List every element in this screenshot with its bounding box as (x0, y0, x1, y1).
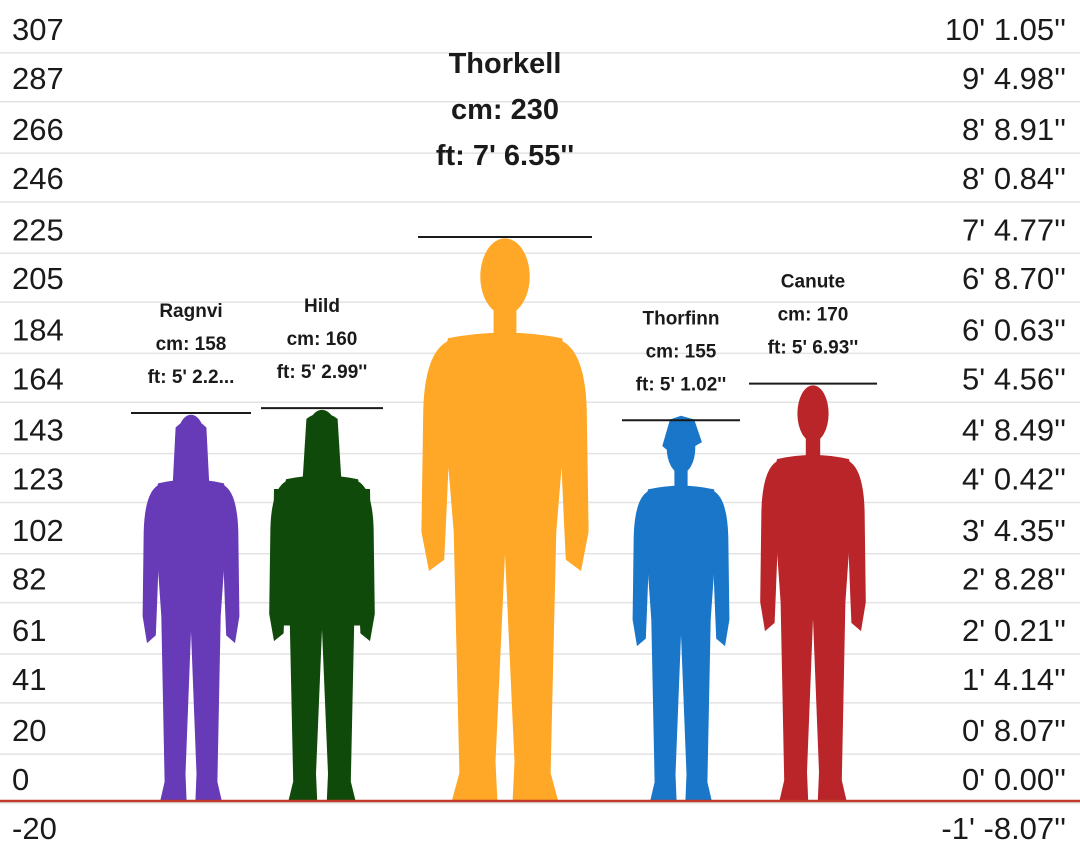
left-tick-label: 123 (12, 461, 64, 496)
right-axis-ft: 10' 1.05'' 9' 4.98'' 8' 8.91'' 8' 0.84'' 7' … (941, 12, 1066, 846)
male-messy-hair-icon (632, 415, 730, 801)
right-tick-label: 7' 4.77'' (962, 212, 1066, 247)
right-tick-label: 4' 8.49'' (962, 413, 1066, 448)
right-tick-label: 5' 4.56'' (962, 361, 1066, 396)
character-name-label: Thorkell (449, 48, 562, 80)
left-tick-label: 82 (12, 562, 46, 597)
male-hands-pockets-icon (760, 385, 866, 801)
character-name-label: Ragnvi (159, 301, 222, 322)
character-ft-label: ft: 5' 2.99'' (277, 362, 368, 383)
right-tick-label: 6' 8.70'' (962, 261, 1066, 296)
character-cm-label: cm: 155 (646, 341, 717, 362)
character-figures (142, 238, 866, 801)
left-tick-label: 184 (12, 312, 64, 347)
character-cm-label: cm: 160 (287, 329, 358, 350)
male-large-icon (421, 238, 589, 801)
left-tick-label: 102 (12, 513, 64, 548)
left-tick-label: 205 (12, 261, 64, 296)
right-tick-label: 9' 4.98'' (962, 61, 1066, 96)
right-tick-label: 3' 4.35'' (962, 513, 1066, 548)
right-tick-label: 8' 0.84'' (962, 161, 1066, 196)
character-labels: Ragnvi cm: 158 ft: 5' 2.2... Hild cm: 160 ft:… (131, 48, 877, 422)
left-tick-label: 287 (12, 61, 64, 96)
right-tick-label: 0' 0.00'' (962, 762, 1066, 797)
left-tick-label: -20 (12, 811, 57, 846)
character-ft-label: ft: 5' 1.02'' (636, 374, 727, 395)
right-tick-label: 1' 4.14'' (962, 662, 1066, 697)
left-tick-label: 143 (12, 413, 64, 448)
character-ft-label: ft: 5' 2.2... (148, 367, 235, 388)
right-tick-label: 10' 1.05'' (945, 12, 1066, 47)
character-ft-label: ft: 7' 6.55'' (436, 140, 574, 172)
left-tick-label: 0 (12, 762, 29, 797)
left-tick-label: 266 (12, 112, 64, 147)
left-tick-label: 41 (12, 662, 46, 697)
left-axis-cm: 307 287 266 246 225 205 184 164 143 123 102 82 61 41 2… (12, 12, 64, 846)
right-tick-label: 2' 8.28'' (962, 562, 1066, 597)
right-tick-label: 2' 0.21'' (962, 613, 1066, 648)
female-long-coat-icon (269, 409, 375, 801)
character-cm-label: cm: 158 (156, 334, 227, 355)
left-tick-label: 61 (12, 613, 46, 648)
right-tick-label: -1' -8.07'' (941, 811, 1066, 846)
right-tick-label: 4' 0.42'' (962, 461, 1066, 496)
character-name-label: Canute (781, 272, 845, 293)
left-tick-label: 246 (12, 161, 64, 196)
female-long-hair-icon (142, 414, 240, 801)
right-tick-label: 8' 8.91'' (962, 112, 1066, 147)
character-name-label: Thorfinn (642, 308, 719, 329)
character-cm-label: cm: 230 (451, 94, 559, 126)
character-name-label: Hild (304, 296, 340, 317)
left-tick-label: 225 (12, 212, 64, 247)
character-cm-label: cm: 170 (778, 305, 849, 326)
right-tick-label: 0' 8.07'' (962, 713, 1066, 748)
left-tick-label: 20 (12, 713, 46, 748)
right-tick-label: 6' 0.63'' (962, 312, 1066, 347)
left-tick-label: 307 (12, 12, 64, 47)
left-tick-label: 164 (12, 361, 64, 396)
character-ft-label: ft: 5' 6.93'' (768, 338, 859, 359)
